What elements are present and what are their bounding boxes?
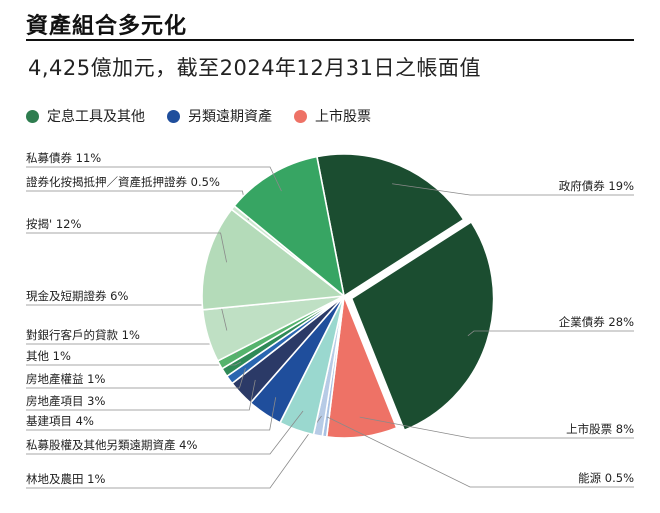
pie-slice bbox=[233, 155, 346, 299]
slice-label: 按揭' 12% bbox=[26, 217, 81, 231]
legend-swatch-fixed-income bbox=[26, 109, 39, 123]
leader-line bbox=[359, 416, 634, 439]
slice-label: 房地產權益 1% bbox=[26, 372, 105, 386]
slice-label: 能源 0.5% bbox=[578, 471, 634, 485]
legend-item-alternatives: 另類遠期資產 bbox=[167, 106, 272, 126]
leader-line bbox=[467, 330, 634, 337]
slice-label: 企業債券 28% bbox=[559, 315, 634, 329]
slice-label: 對銀行客戶的貸款 1% bbox=[26, 328, 140, 342]
leader-line bbox=[26, 304, 228, 331]
title-rule bbox=[26, 39, 634, 41]
legend-label-public-equities: 上市股票 bbox=[315, 109, 371, 125]
pie-slice bbox=[201, 208, 347, 311]
leader-line bbox=[26, 397, 277, 431]
leader-line bbox=[26, 410, 304, 455]
legend-label-alternatives: 另類遠期資產 bbox=[188, 109, 272, 125]
legend: 定息工具及其他 另類遠期資產 上市股票 bbox=[26, 106, 371, 126]
leader-line bbox=[26, 415, 322, 489]
leader-line bbox=[26, 232, 228, 263]
slice-label: 政府債券 19% bbox=[559, 179, 634, 193]
legend-label-fixed-income: 定息工具及其他 bbox=[47, 109, 145, 125]
leader-line bbox=[26, 166, 282, 192]
leader-line bbox=[327, 416, 634, 488]
slice-label: 上市股票 8% bbox=[566, 422, 634, 436]
legend-swatch-public-equities bbox=[294, 109, 307, 123]
chart-subtitle: 4,425億加元，截至2024年12月31日之帳面值 bbox=[28, 56, 482, 80]
slice-label: 林地及農田 1% bbox=[26, 472, 105, 486]
slice-label: 其他 1% bbox=[26, 349, 71, 363]
slice-label: 私募債券 11% bbox=[26, 151, 101, 165]
pie-slice bbox=[350, 220, 495, 432]
pie-slice bbox=[315, 153, 465, 298]
slice-label: 基建項目 4% bbox=[26, 414, 94, 428]
slice-label: 現金及短期證券 6% bbox=[26, 289, 128, 303]
slice-label: 私募股權及其他另類遠期資產 4% bbox=[26, 438, 197, 452]
leader-line bbox=[26, 361, 242, 366]
chart-title: 資產組合多元化 bbox=[26, 14, 188, 39]
leader-line bbox=[26, 190, 249, 221]
legend-swatch-alternatives bbox=[167, 109, 180, 123]
leader-line bbox=[392, 183, 634, 196]
slice-label: 房地產項目 3% bbox=[26, 394, 105, 408]
leader-line bbox=[26, 379, 256, 411]
legend-item-fixed-income: 定息工具及其他 bbox=[26, 106, 145, 126]
legend-item-public-equities: 上市股票 bbox=[294, 106, 371, 126]
slice-label: 證券化按揭抵押／資產抵押證券 0.5% bbox=[26, 175, 220, 189]
leader-line bbox=[26, 368, 246, 389]
